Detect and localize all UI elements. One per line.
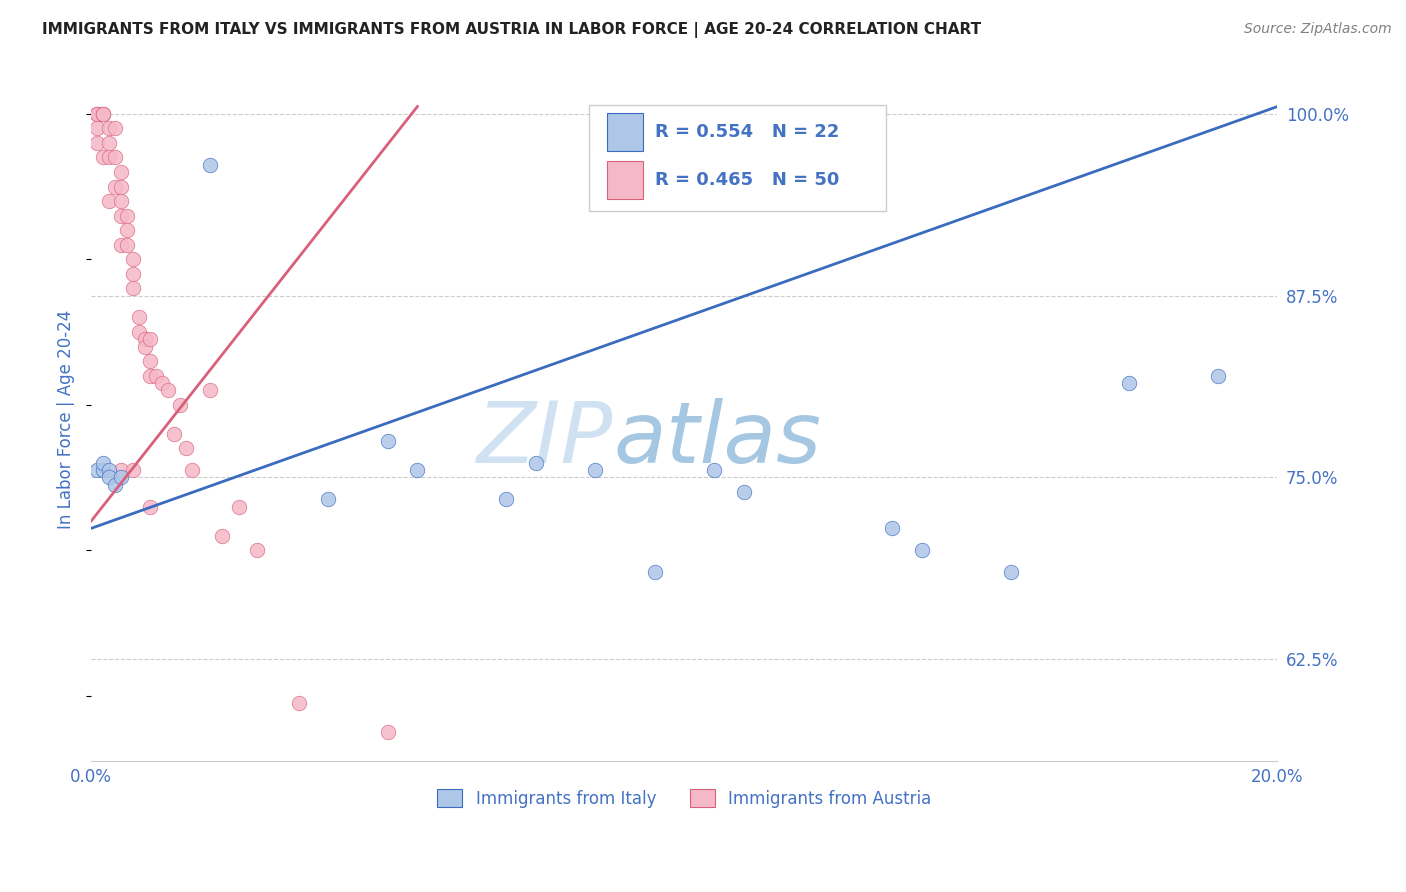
- FancyBboxPatch shape: [589, 104, 886, 211]
- Point: [377, 434, 399, 448]
- Point: [110, 194, 132, 208]
- Point: [211, 528, 233, 542]
- Point: [583, 463, 606, 477]
- Point: [145, 368, 167, 383]
- Point: [115, 209, 138, 223]
- Point: [157, 383, 180, 397]
- Legend: Immigrants from Italy, Immigrants from Austria: Immigrants from Italy, Immigrants from A…: [430, 783, 938, 814]
- Point: [97, 121, 120, 136]
- Point: [86, 107, 108, 121]
- Point: [86, 121, 108, 136]
- Point: [110, 463, 132, 477]
- Point: [139, 332, 162, 346]
- Point: [181, 463, 204, 477]
- Point: [139, 500, 162, 514]
- Point: [318, 492, 340, 507]
- Point: [139, 368, 162, 383]
- Point: [104, 151, 127, 165]
- Point: [110, 179, 132, 194]
- Point: [110, 165, 132, 179]
- Point: [128, 325, 150, 339]
- Point: [733, 485, 755, 500]
- Point: [91, 107, 114, 121]
- Point: [91, 463, 114, 477]
- Point: [86, 463, 108, 477]
- Point: [524, 456, 547, 470]
- Point: [86, 136, 108, 150]
- Point: [97, 463, 120, 477]
- Point: [198, 383, 221, 397]
- Point: [1118, 376, 1140, 390]
- Text: IMMIGRANTS FROM ITALY VS IMMIGRANTS FROM AUSTRIA IN LABOR FORCE | AGE 20-24 CORR: IMMIGRANTS FROM ITALY VS IMMIGRANTS FROM…: [42, 22, 981, 38]
- Point: [121, 267, 143, 281]
- Point: [104, 477, 127, 491]
- Point: [246, 543, 269, 558]
- Point: [86, 107, 108, 121]
- Point: [91, 151, 114, 165]
- Point: [110, 209, 132, 223]
- Point: [174, 442, 197, 456]
- Point: [121, 281, 143, 295]
- Text: Source: ZipAtlas.com: Source: ZipAtlas.com: [1244, 22, 1392, 37]
- Point: [97, 470, 120, 484]
- Point: [128, 310, 150, 325]
- Text: ZIP: ZIP: [477, 398, 613, 482]
- Point: [1000, 565, 1022, 579]
- Point: [110, 237, 132, 252]
- Point: [86, 107, 108, 121]
- Point: [228, 500, 250, 514]
- Point: [644, 565, 666, 579]
- Point: [703, 463, 725, 477]
- Point: [91, 107, 114, 121]
- Point: [121, 463, 143, 477]
- Point: [150, 376, 173, 390]
- Point: [104, 121, 127, 136]
- Point: [97, 194, 120, 208]
- Y-axis label: In Labor Force | Age 20-24: In Labor Force | Age 20-24: [58, 310, 75, 529]
- Point: [287, 696, 309, 710]
- Point: [104, 179, 127, 194]
- Point: [163, 426, 186, 441]
- Point: [91, 107, 114, 121]
- Point: [134, 332, 156, 346]
- Point: [377, 725, 399, 739]
- Point: [97, 136, 120, 150]
- Point: [115, 223, 138, 237]
- Bar: [607, 161, 643, 199]
- Point: [121, 252, 143, 267]
- Point: [110, 470, 132, 484]
- Point: [495, 492, 517, 507]
- Point: [406, 463, 429, 477]
- Point: [134, 339, 156, 353]
- Bar: [607, 113, 643, 151]
- Text: atlas: atlas: [613, 398, 821, 482]
- Text: R = 0.554   N = 22: R = 0.554 N = 22: [655, 123, 839, 141]
- Point: [880, 521, 903, 535]
- Point: [91, 456, 114, 470]
- Text: R = 0.465   N = 50: R = 0.465 N = 50: [655, 171, 839, 189]
- Point: [139, 354, 162, 368]
- Point: [1206, 368, 1229, 383]
- Point: [115, 237, 138, 252]
- Point: [910, 543, 932, 558]
- Point: [198, 158, 221, 172]
- Point: [97, 151, 120, 165]
- Point: [169, 398, 191, 412]
